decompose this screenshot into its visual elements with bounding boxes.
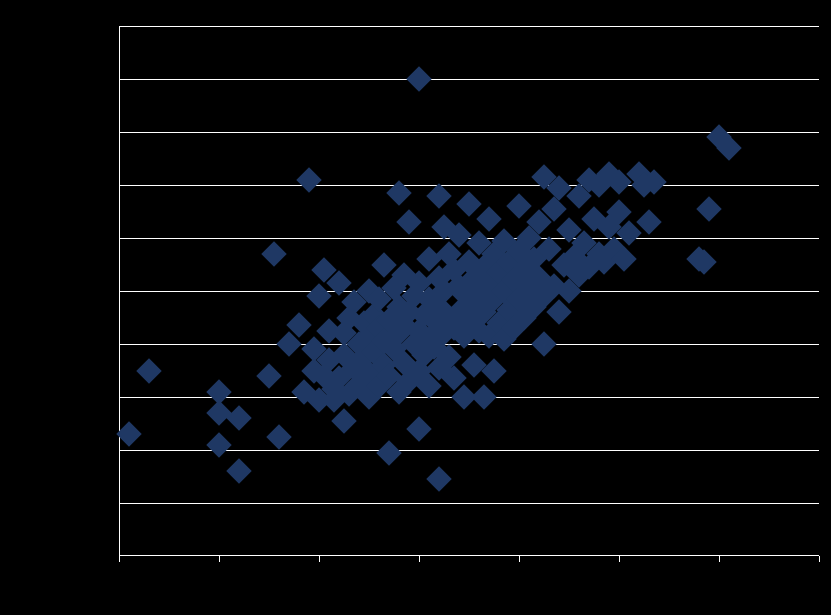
data-point [696,196,721,221]
x-tick [119,556,120,562]
data-point [116,421,141,446]
gridline [119,26,819,27]
data-point [261,241,286,266]
data-point [426,183,451,208]
data-point [266,424,291,449]
data-point [256,363,281,388]
gridline [119,79,819,80]
data-point [406,416,431,441]
data-point [406,66,431,91]
data-point [206,432,231,457]
data-point [481,358,506,383]
data-point [226,405,251,430]
x-tick [219,556,220,562]
x-tick [719,556,720,562]
gridline [119,185,819,186]
data-point [331,408,356,433]
data-point [461,352,486,377]
data-point [376,440,401,465]
scatter-chart [119,26,819,556]
data-point [476,207,501,232]
x-axis [119,555,819,556]
data-point [531,331,556,356]
gridline [119,503,819,504]
x-tick [519,556,520,562]
data-point [306,284,331,309]
data-point [136,358,161,383]
data-point [506,193,531,218]
data-point [396,209,421,234]
data-point [206,379,231,404]
x-tick [819,556,820,562]
data-point [471,384,496,409]
x-tick [419,556,420,562]
y-axis [119,26,120,556]
x-tick [619,556,620,562]
data-point [296,167,321,192]
data-point [226,458,251,483]
gridline [119,344,819,345]
data-point [426,466,451,491]
data-point [456,191,481,216]
x-tick [319,556,320,562]
